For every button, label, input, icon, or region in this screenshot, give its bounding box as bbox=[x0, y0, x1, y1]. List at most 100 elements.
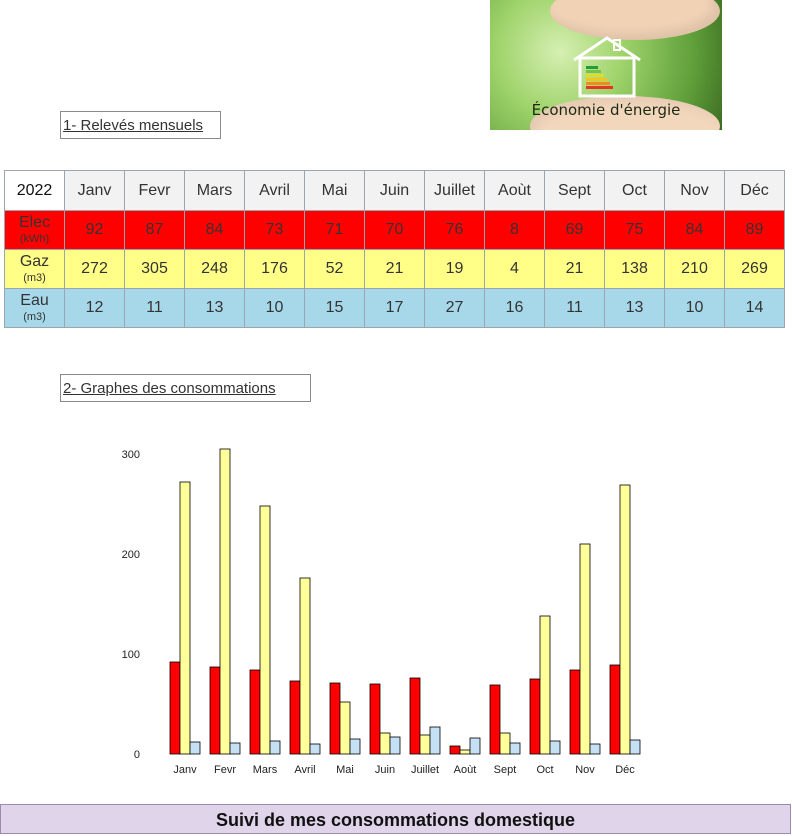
x-tick-label: Oct bbox=[536, 764, 553, 776]
gaz-value-cell: 4 bbox=[484, 249, 545, 289]
row-label-text: Gaz bbox=[19, 253, 50, 270]
section-title-graphes: 2- Graphes des consommations bbox=[60, 374, 311, 402]
gaz-value-cell: 21 bbox=[364, 249, 425, 289]
month-header-cell: Juin bbox=[364, 170, 425, 211]
page-footer: Suivi de mes consommations domestique bbox=[0, 804, 791, 834]
chart-bar bbox=[269, 740, 281, 755]
chart-bar bbox=[249, 669, 261, 755]
chart-bar bbox=[339, 701, 351, 755]
month-header-cell: Aoùt bbox=[484, 170, 545, 211]
chart-bar bbox=[369, 683, 381, 755]
gaz-value-cell: 248 bbox=[184, 249, 245, 289]
chart-bar bbox=[629, 739, 641, 755]
elec-value-cell: 70 bbox=[364, 210, 425, 250]
row-label-elec: Elec (kWh) bbox=[4, 210, 65, 250]
banner-caption: Économie d'énergie bbox=[531, 101, 681, 119]
chart-bar bbox=[509, 742, 521, 755]
gaz-value-cell: 272 bbox=[64, 249, 125, 289]
month-header-cell: Sept bbox=[544, 170, 605, 211]
month-header-cell: Juillet bbox=[424, 170, 485, 211]
chart-bar bbox=[579, 543, 591, 755]
gaz-value-cell: 52 bbox=[304, 249, 365, 289]
chart-bar bbox=[219, 448, 231, 755]
y-tick-label: 0 bbox=[134, 749, 140, 761]
chart-bar bbox=[289, 680, 301, 755]
row-unit-text: (kWh) bbox=[19, 233, 50, 245]
x-tick-label: Déc bbox=[615, 764, 635, 776]
house-energy-label-icon bbox=[573, 36, 641, 98]
x-tick-label: Juillet bbox=[411, 764, 439, 776]
chart-bar bbox=[309, 743, 321, 755]
eau-value-cell: 13 bbox=[184, 288, 245, 328]
chart-bar bbox=[349, 738, 361, 755]
consumption-bar-chart: 0 100 200 300 Janv Fevr Mars Avril Mai Juin Juille… bbox=[122, 448, 641, 776]
elec-value-cell: 73 bbox=[244, 210, 305, 250]
month-header-cell: Fevr bbox=[124, 170, 185, 211]
month-header-cell: Déc bbox=[724, 170, 785, 211]
eau-value-cell: 27 bbox=[424, 288, 485, 328]
chart-bar bbox=[419, 734, 431, 755]
chart-bar bbox=[619, 484, 631, 755]
chart-bar bbox=[389, 736, 401, 755]
x-tick-label: Juin bbox=[375, 764, 395, 776]
energy-saving-banner: Économie d'énergie bbox=[490, 0, 722, 130]
chart-bar bbox=[539, 615, 551, 755]
month-header-cell: Mai bbox=[304, 170, 365, 211]
chart-bar bbox=[569, 669, 581, 755]
chart-bar bbox=[449, 745, 461, 755]
row-label-gaz: Gaz (m3) bbox=[4, 249, 65, 289]
year-cell: 2022 bbox=[4, 170, 65, 211]
eau-value-cell: 11 bbox=[124, 288, 185, 328]
x-tick-label: Nov bbox=[575, 764, 595, 776]
x-tick-label: Avril bbox=[294, 764, 315, 776]
readings-table: 2022 Janv Fevr Mars Avril Mai Juin Juillet Aoùt… bbox=[4, 170, 785, 328]
chart-bar bbox=[169, 661, 181, 755]
eau-value-cell: 17 bbox=[364, 288, 425, 328]
row-label-text: Eau bbox=[20, 292, 49, 309]
gaz-value-cell: 305 bbox=[124, 249, 185, 289]
eau-value-cell: 11 bbox=[544, 288, 605, 328]
gaz-value-cell: 21 bbox=[544, 249, 605, 289]
chart-bar bbox=[489, 684, 501, 755]
chart-bar bbox=[259, 505, 271, 755]
x-tick-label: Fevr bbox=[214, 764, 236, 776]
gaz-value-cell: 176 bbox=[244, 249, 305, 289]
gaz-value-cell: 210 bbox=[664, 249, 725, 289]
elec-value-cell: 89 bbox=[724, 210, 785, 250]
elec-value-cell: 8 bbox=[484, 210, 545, 250]
x-tick-label: Mars bbox=[253, 764, 278, 776]
elec-value-cell: 71 bbox=[304, 210, 365, 250]
elec-value-cell: 87 bbox=[124, 210, 185, 250]
y-tick-label: 200 bbox=[122, 549, 140, 561]
month-header-cell: Avril bbox=[244, 170, 305, 211]
chart-bar bbox=[589, 743, 601, 755]
gaz-value-cell: 269 bbox=[724, 249, 785, 289]
x-tick-label: Mai bbox=[336, 764, 354, 776]
gaz-value-cell: 19 bbox=[424, 249, 485, 289]
table-row-eau: Eau (m3) 12 11 13 10 15 17 27 16 11 13 10 14 bbox=[4, 288, 785, 328]
chart-bar bbox=[329, 682, 341, 755]
month-header-cell: Nov bbox=[664, 170, 725, 211]
row-unit-text: (m3) bbox=[23, 272, 46, 284]
row-label-text: Elec bbox=[18, 214, 51, 231]
table-header-row: 2022 Janv Fevr Mars Avril Mai Juin Juillet Aoùt… bbox=[4, 170, 785, 211]
eau-value-cell: 15 bbox=[304, 288, 365, 328]
chart-bar bbox=[209, 666, 221, 755]
x-tick-label: Janv bbox=[173, 764, 197, 776]
chart-bar bbox=[609, 664, 621, 755]
chart-bar bbox=[499, 732, 511, 755]
chart-bar bbox=[379, 732, 391, 755]
chart-bar bbox=[459, 749, 471, 755]
eau-value-cell: 10 bbox=[244, 288, 305, 328]
month-header-cell: Oct bbox=[604, 170, 665, 211]
table-row-gaz: Gaz (m3) 272 305 248 176 52 21 19 4 21 138 210 269 bbox=[4, 249, 785, 289]
gaz-value-cell: 138 bbox=[604, 249, 665, 289]
y-tick-label: 100 bbox=[122, 649, 140, 661]
chart-bar bbox=[429, 726, 441, 755]
chart-bar bbox=[409, 677, 421, 755]
row-label-eau: Eau (m3) bbox=[4, 288, 65, 328]
chart-bar bbox=[529, 678, 541, 755]
month-header-cell: Mars bbox=[184, 170, 245, 211]
x-tick-label: Aoùt bbox=[454, 764, 477, 776]
chart-bar bbox=[229, 742, 241, 755]
